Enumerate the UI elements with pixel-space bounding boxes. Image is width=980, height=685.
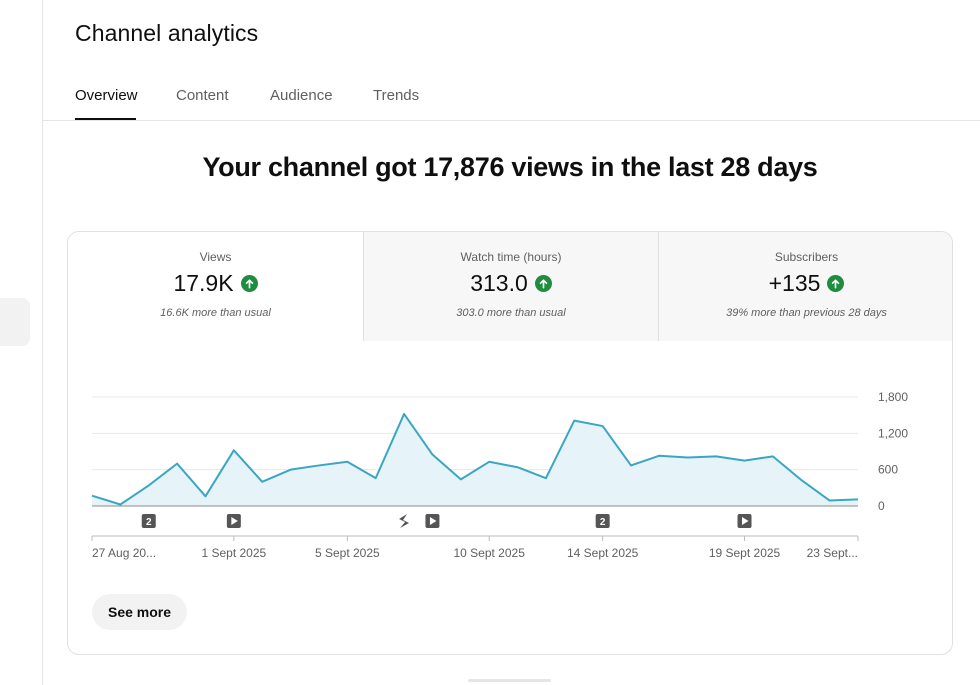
metric-value: +135 [768,270,821,296]
arrow-up-circle-icon [240,275,258,292]
marker-count-label: 2 [146,517,152,528]
marker-count-label: 2 [600,517,606,528]
data-point [544,476,548,480]
data-point [203,494,207,498]
published-count-marker[interactable]: 2 [141,514,156,528]
data-point [771,454,775,458]
x-tick-label: 1 Sept 2025 [201,546,266,560]
sidebar-item[interactable] [0,298,30,346]
data-point [516,465,520,469]
tab-content[interactable]: Content [176,87,229,104]
see-more-button[interactable]: See more [92,594,188,630]
summary-headline: Your channel got 17,876 views in the las… [202,152,818,182]
metric-comparison: 39% more than previous 28 days [726,307,887,319]
data-point [743,459,747,463]
left-sidebar [0,0,43,685]
data-point [601,424,605,428]
shorts-icon [399,514,410,528]
data-point [147,483,151,487]
active-tab-indicator [75,118,136,120]
metric-comparison: 16.6K more than usual [160,307,271,319]
data-point [345,460,349,464]
data-point [289,468,293,472]
data-point [90,494,94,498]
y-tick-label: 0 [878,499,885,513]
x-tick-label: 5 Sept 2025 [315,546,380,560]
data-point [402,412,406,416]
data-point [657,454,661,458]
tab-overview[interactable]: Overview [75,87,138,104]
data-point [828,499,832,503]
metric-tab-watch-time[interactable]: Watch time (hours) 313.0 303.0 more than… [363,232,658,341]
data-point [374,476,378,480]
published-count-marker[interactable]: 2 [595,514,610,528]
data-point [487,460,491,464]
x-tick-label: 10 Sept 2025 [453,546,525,560]
tab-trends[interactable]: Trends [373,87,420,104]
play-icon [429,517,437,525]
play-icon [742,517,749,525]
video-published-icon[interactable] [425,514,440,528]
scroll-indicator [468,679,551,682]
play-icon [231,517,238,525]
data-point [629,463,633,467]
video-published-icon[interactable] [226,514,241,528]
x-tick-label: 23 Sept... [807,546,858,560]
data-point [459,477,463,481]
y-tick-label: 600 [878,463,898,477]
overview-card: Views 17.9K 16.6K more than usual Watch … [67,231,953,655]
x-tick-label: 19 Sept 2025 [709,546,781,560]
x-tick-label: 27 Aug 20... [92,546,156,560]
data-point [856,497,860,501]
metric-tab-views[interactable]: Views 17.9K 16.6K more than usual [68,232,363,341]
tab-bar: Overview Content Audience Trends [43,72,980,121]
views-area-fill [92,413,858,506]
x-tick-label: 14 Sept 2025 [567,546,639,560]
metric-tab-subscribers[interactable]: Subscribers +135 39% more than previous … [658,232,952,341]
data-point [232,448,236,452]
data-point [175,462,179,466]
tab-audience[interactable]: Audience [270,87,333,104]
data-point [118,502,122,506]
marker-badge [141,514,156,528]
views-series-line [91,412,859,506]
marker-badge [595,514,610,528]
metric-label: Watch time (hours) [460,250,562,264]
shorts-published-icon[interactable] [399,514,410,528]
data-point [260,480,264,484]
metric-value: 17.9K [173,270,234,296]
data-point [572,419,576,423]
video-published-icon[interactable] [737,514,752,528]
metric-value: 313.0 [470,270,528,296]
data-point [799,478,803,482]
y-tick-label: 1,800 [878,390,908,404]
views-chart[interactable]: 1,800 1,200 600 0 2 2 27 Aug 20... 1 Sept 2025 5… [68,341,952,571]
metric-label: Subscribers [774,250,839,264]
y-tick-label: 1,200 [878,426,908,440]
views-chart-svg: 1,800 1,200 600 0 2 2 27 Aug 20... 1 Sept 2025 5… [90,390,908,560]
arrow-up-circle-icon [827,275,845,292]
data-point [686,456,690,460]
page-title: Channel analytics [75,20,259,46]
data-point [317,463,321,467]
metric-comparison: 303.0 more than usual [456,307,566,319]
arrow-up-circle-icon [534,275,552,292]
data-point [714,454,718,458]
metric-label: Views [199,250,232,264]
data-point [430,453,434,457]
